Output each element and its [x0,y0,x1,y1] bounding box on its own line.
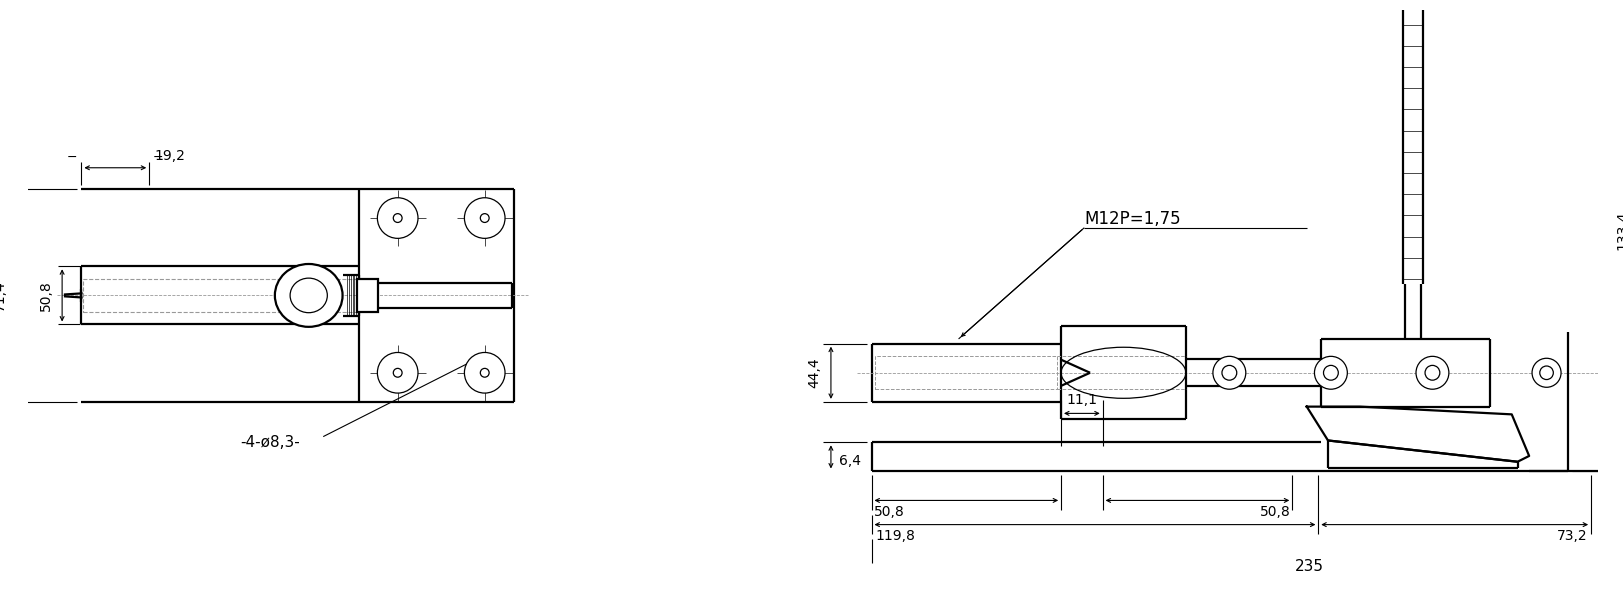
Circle shape [464,352,505,393]
Text: 71,4: 71,4 [0,280,6,311]
Text: 119,8: 119,8 [875,530,915,544]
Text: −: − [153,151,164,164]
Circle shape [393,368,403,377]
Bar [357,279,378,312]
Circle shape [1315,356,1347,389]
Circle shape [378,352,419,393]
Circle shape [1425,365,1440,380]
Text: 50,8: 50,8 [1259,506,1290,519]
Circle shape [480,368,489,377]
Text: 19,2: 19,2 [154,149,185,163]
Text: 44,4: 44,4 [807,357,821,388]
Circle shape [1415,356,1449,389]
Bar [83,279,357,312]
Circle shape [1212,356,1246,389]
Circle shape [393,213,403,223]
Text: 235: 235 [1295,560,1324,574]
Circle shape [378,198,419,239]
Circle shape [464,198,505,239]
Text: M12P=1,75: M12P=1,75 [1084,210,1182,228]
Circle shape [1323,365,1339,380]
Circle shape [1532,359,1561,387]
Circle shape [480,213,489,223]
Ellipse shape [274,264,342,327]
Text: 73,2: 73,2 [1556,530,1587,544]
Text: 11,1: 11,1 [1066,392,1097,407]
Text: 6,4: 6,4 [839,454,860,468]
Text: -4-ø8,3-: -4-ø8,3- [240,435,300,450]
Text: 50,8: 50,8 [39,280,52,311]
Text: −: − [67,151,78,164]
Bar [875,356,1057,389]
Text: 133,4: 133,4 [1615,210,1623,250]
Circle shape [1540,366,1553,379]
Circle shape [1222,365,1237,380]
Text: 50,8: 50,8 [873,506,904,519]
